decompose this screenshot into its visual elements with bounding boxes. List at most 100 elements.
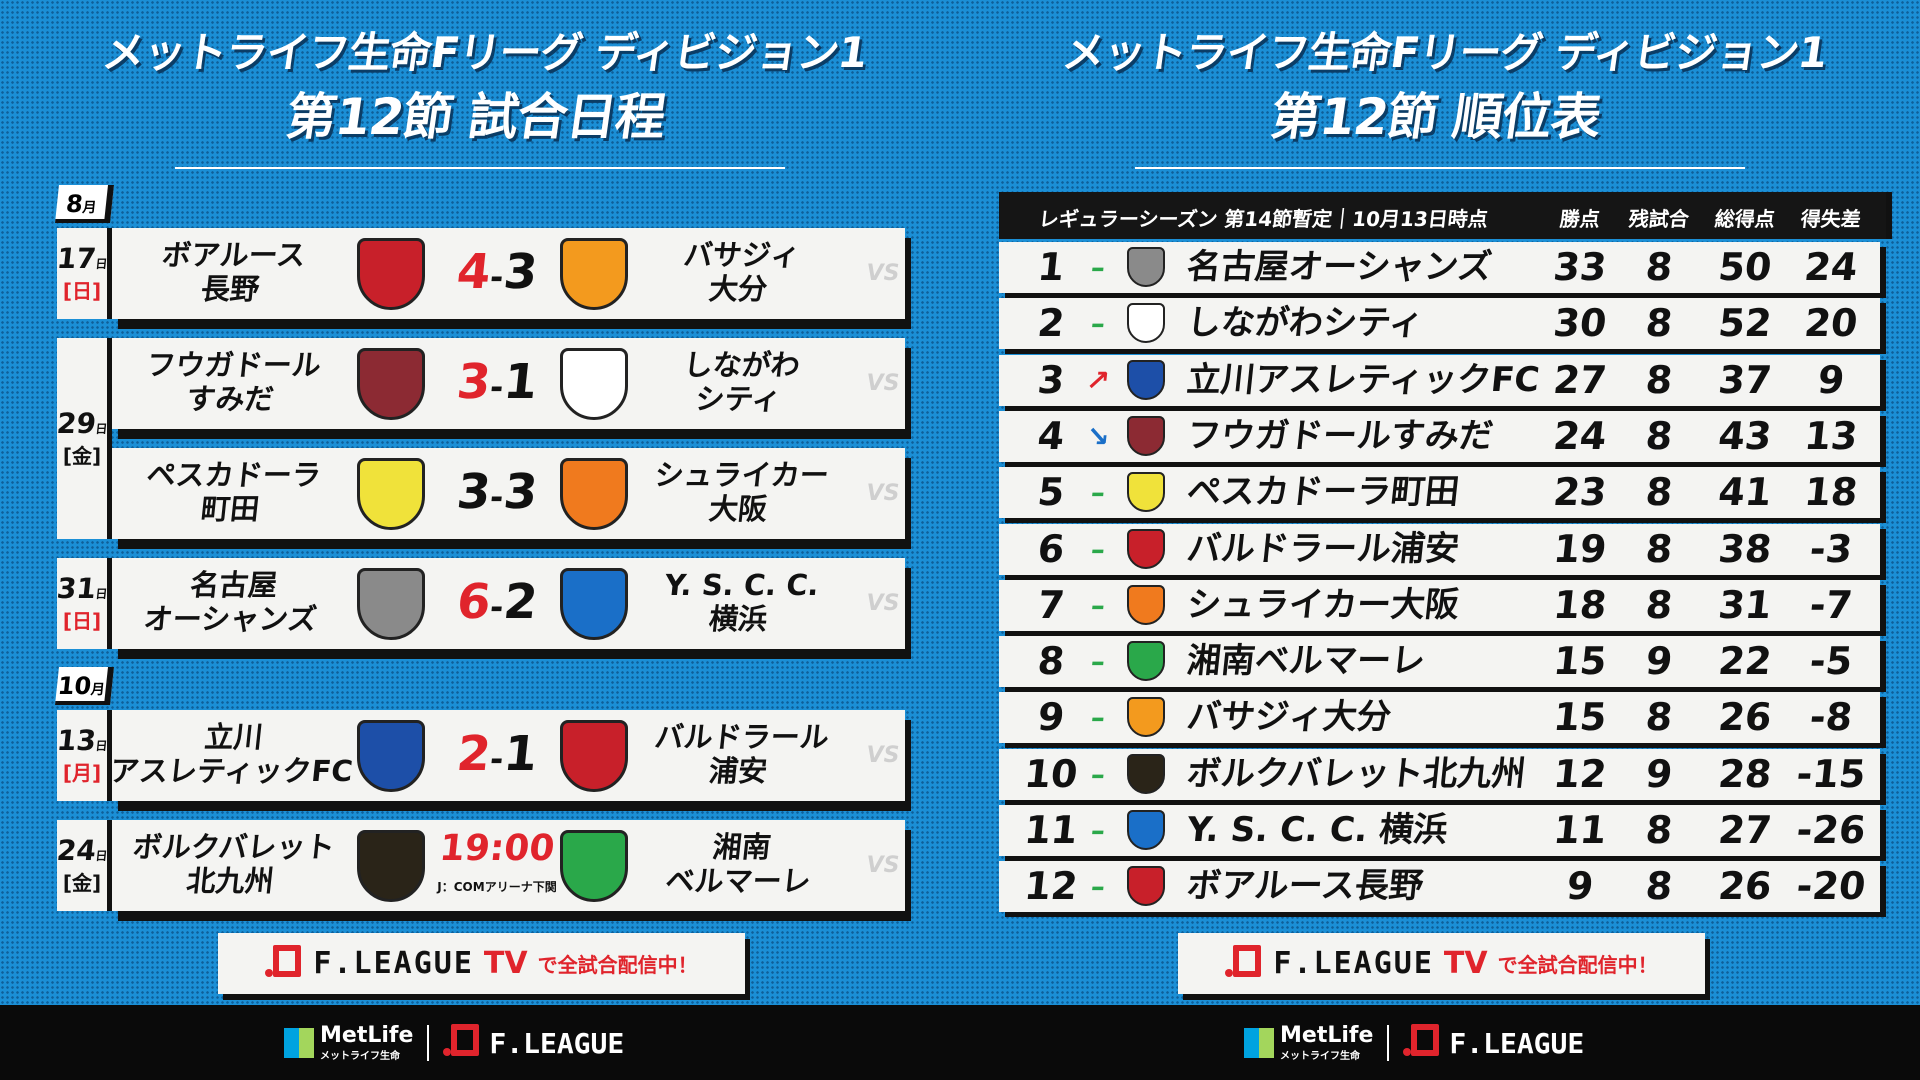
stat-gd: 18 (1802, 470, 1860, 515)
trend-down-icon: ↘ (1084, 419, 1112, 453)
fleague-name: F.LEAGUE (1449, 1026, 1585, 1060)
standings-row: 3 ↗ 立川アスレティックFC 27 8 37 9 (999, 354, 1880, 406)
vs-watermark: VS (866, 371, 900, 396)
metlife-name: MetLife (1280, 1022, 1374, 1048)
day-number: 13 (55, 724, 98, 757)
metlife-name: MetLife (320, 1022, 414, 1048)
vs-watermark: VS (866, 853, 900, 878)
stat-pts: 12 (1551, 751, 1609, 796)
stat-gd: 9 (1815, 357, 1847, 402)
team-name: しながわシティ (1184, 303, 1426, 344)
home-team-logo-icon (357, 720, 425, 792)
stat-gf: 52 (1716, 301, 1774, 346)
rank: 10 (1022, 751, 1080, 796)
match-row: VS フウガドール すみだ しながわ シティ 3-1 (112, 338, 905, 429)
weekday: [月] (62, 761, 102, 785)
day-unit: 日 (94, 739, 109, 753)
stat-rem: 8 (1643, 301, 1675, 346)
divider (175, 167, 785, 169)
stat-rem: 8 (1643, 526, 1675, 571)
footer (0, 1005, 1920, 1080)
rank: 8 (1035, 639, 1067, 684)
fleague-logo: F.LEAGUE (443, 1022, 624, 1064)
away-team: シュライカー 大阪 (652, 458, 831, 526)
stat-gf: 28 (1716, 751, 1774, 796)
rank: 4 (1035, 413, 1067, 458)
stat-gd: -5 (1807, 639, 1855, 684)
date-day: 24日 (55, 834, 108, 867)
home-team-logo-icon (357, 458, 425, 530)
metlife-m-icon (1244, 1028, 1274, 1058)
team-logo-icon (1127, 472, 1165, 513)
metlife-text: MetLife メットライフ生命 (1280, 1022, 1374, 1062)
score: 3-3 (433, 456, 561, 533)
team-logo-icon (1127, 697, 1165, 738)
rank: 5 (1035, 470, 1067, 515)
trend-same-icon: – (1089, 701, 1107, 735)
away-score: 2 (500, 574, 541, 630)
month-label: 8月 (55, 185, 114, 223)
rank: 7 (1035, 582, 1067, 627)
stat-pts: 30 (1551, 301, 1609, 346)
trend-same-icon: – (1089, 814, 1107, 847)
standings-title-line1: メットライフ生命Fリーグ ディビジョン1 (1059, 28, 1830, 77)
stat-gf: 27 (1716, 808, 1774, 852)
home-team-logo-icon (357, 238, 425, 310)
fleague-logo-dot (265, 968, 274, 977)
standings-row: 10– ボルクバレット北九州 12 9 28 -15 (999, 748, 1880, 800)
fleague-logo-icon (265, 943, 303, 985)
schedule-title-line1: メットライフ生命Fリーグ ディビジョン1 (99, 28, 870, 77)
stat-pts: 33 (1551, 245, 1609, 289)
stat-gd: -7 (1807, 582, 1855, 627)
month-unit: 月 (81, 200, 98, 216)
team-logo-icon (1127, 415, 1165, 456)
match-date: 24日 [金] (55, 820, 112, 911)
rank: 12 (1022, 864, 1080, 909)
day-unit: 日 (94, 257, 109, 271)
standings-header: レギュラーシーズン 第14節暫定｜10月13日時点 勝点 残試合 総得点 得失差 (999, 192, 1886, 239)
standings-title-line2: 第12節 順位表 (1267, 88, 1605, 146)
month-label: 10月 (55, 667, 114, 705)
team-name: 湘南ベルマーレ (1184, 641, 1428, 682)
team-logo-icon (1127, 303, 1165, 344)
away-team: バルドラール 浦安 (652, 720, 831, 788)
trend-same-icon: – (1089, 645, 1107, 679)
stat-gf: 31 (1716, 582, 1774, 627)
stat-rem: 8 (1643, 582, 1675, 627)
home-team: 立川 アスレティックFC (108, 720, 355, 788)
stat-gd: -26 (1794, 808, 1868, 852)
fleague-logo-dot (1225, 968, 1234, 977)
stat-pts: 19 (1551, 526, 1609, 571)
banner-brand: F.LEAGUE (1273, 946, 1434, 981)
rank: 11 (1022, 808, 1080, 852)
banner-tv: TV (483, 946, 528, 981)
away-team-logo-icon (560, 348, 628, 420)
away-score: 3 (500, 244, 541, 300)
fleague-logo-icon (443, 1022, 481, 1064)
logo-separator (427, 1025, 430, 1061)
col-points: 勝点 (1558, 207, 1602, 231)
fleague-tv-banner[interactable]: F.LEAGUE TV で全試合配信中！ (1178, 933, 1705, 994)
stat-rem: 8 (1643, 864, 1675, 909)
banner-brand: F.LEAGUE (313, 946, 474, 981)
team-name: Y. S. C. C. 横浜 (1184, 810, 1450, 850)
day-unit: 日 (94, 587, 109, 601)
stat-pts: 9 (1564, 864, 1596, 909)
standings-row: 12– ボアルース長野 9 8 26 -20 (999, 861, 1880, 913)
stat-pts: 24 (1551, 413, 1609, 458)
trend-same-icon: – (1089, 757, 1107, 791)
weekday: [金] (62, 871, 102, 895)
stat-pts: 18 (1551, 582, 1609, 627)
standings-row: 5– ペスカドーラ町田 23 8 41 18 (999, 467, 1880, 519)
team-logo-icon (1127, 247, 1165, 287)
team-name: シュライカー大阪 (1184, 584, 1462, 625)
home-team-logo-icon (357, 568, 425, 640)
date-day: 17日 (55, 242, 108, 275)
fleague-logo-dot (443, 1048, 452, 1056)
fleague-logo-shape (1233, 944, 1262, 977)
rank: 9 (1035, 695, 1067, 740)
stat-rem: 8 (1643, 808, 1675, 852)
fleague-tv-banner[interactable]: F.LEAGUE TV で全試合配信中！ (218, 933, 745, 994)
stat-gf: 26 (1716, 864, 1774, 909)
fleague-logo-icon (1403, 1022, 1441, 1064)
